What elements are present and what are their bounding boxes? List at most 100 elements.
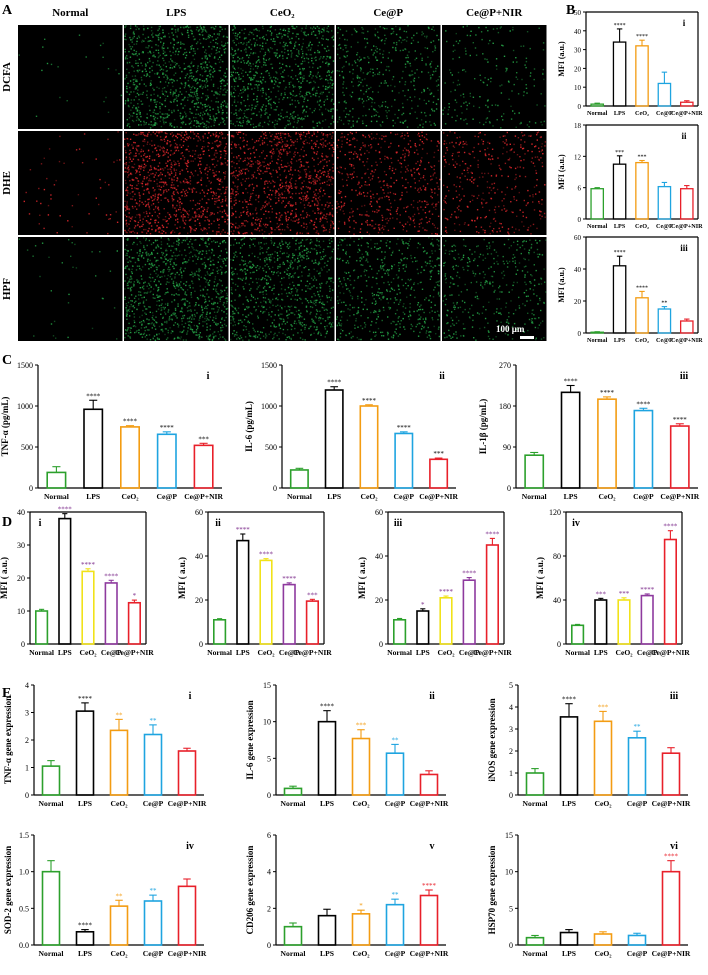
bar bbox=[127, 601, 142, 645]
significance-stars: **** bbox=[422, 882, 437, 890]
category-label: LPS bbox=[416, 648, 430, 657]
significance-stars: **** bbox=[397, 424, 412, 432]
category-label: CeO₂ bbox=[594, 799, 612, 808]
y-tick-label: 0.5 bbox=[19, 904, 29, 913]
y-tick-label: 60 bbox=[195, 508, 203, 517]
category-label: Ce@P bbox=[459, 648, 480, 657]
bar bbox=[58, 517, 72, 645]
y-tick-label: 3 bbox=[509, 725, 513, 734]
micrograph-tile bbox=[442, 237, 547, 341]
y-axis-label: MFI (a.u.) bbox=[557, 154, 566, 190]
scale-bar-label: 100 μm bbox=[496, 324, 525, 334]
bar bbox=[305, 600, 320, 645]
bar bbox=[283, 787, 303, 796]
y-tick-label: 20 bbox=[195, 596, 203, 605]
y-axis-label: SOD-2 gene expression bbox=[3, 846, 13, 934]
category-label: Ce@P+NIR bbox=[115, 648, 154, 657]
y-tick-label: 6 bbox=[267, 831, 271, 840]
y-tick-label: 20 bbox=[375, 596, 383, 605]
category-label: Normal bbox=[522, 492, 547, 501]
y-tick-label: 5 bbox=[509, 904, 513, 913]
category-label: Ce@P+NIR bbox=[671, 223, 703, 230]
category-label: Normal bbox=[44, 492, 69, 501]
y-tick-label: 10 bbox=[574, 84, 582, 92]
category-label: CeO₂ bbox=[257, 648, 275, 657]
significance-stars: **** bbox=[664, 853, 679, 861]
micrograph-tile bbox=[230, 25, 335, 129]
micrograph-tile bbox=[124, 131, 229, 235]
bar bbox=[485, 544, 500, 645]
chart-e-v: 0 2 4 6 CD206 gene expression v Normal LPS * CeO₂… bbox=[245, 831, 449, 958]
bar bbox=[612, 41, 627, 107]
chart-e-vi: 0 5 10 15 HSP70 gene expression vi Normal LPS Ce… bbox=[487, 831, 691, 958]
bar bbox=[525, 772, 545, 796]
category-label: Ce@P+NIR bbox=[419, 492, 458, 501]
y-tick-label: 0.0 bbox=[19, 941, 29, 950]
category-label: Ce@P+NIR bbox=[410, 949, 449, 958]
y-tick-label: 3 bbox=[25, 709, 29, 718]
bar bbox=[525, 936, 545, 946]
bar bbox=[236, 539, 250, 645]
category-label: Normal bbox=[39, 799, 64, 808]
category-label: CeO₂ bbox=[352, 799, 370, 808]
category-label: LPS bbox=[327, 492, 341, 501]
category-label: Ce@P+NIR bbox=[660, 492, 699, 501]
chart-c-iii: 0 90 180 270 IL-1β (pg/mL) iii Normal **** LPS **… bbox=[478, 361, 700, 501]
significance-stars: *** bbox=[598, 703, 609, 711]
chart-e-iv: 0.0 0.5 1.0 1.5 SOD-2 gene expression iv Norma… bbox=[3, 831, 207, 958]
bar bbox=[560, 391, 581, 489]
significance-stars: **** bbox=[640, 586, 655, 594]
y-tick-label: 80 bbox=[553, 552, 561, 561]
significance-stars: **** bbox=[564, 378, 579, 386]
panel-a-micrographs: Normal LPS CeO₂ Ce@P Ce@P+NIR DCFA DHE HPF 100 μ… bbox=[1, 7, 547, 341]
y-axis-label: MFI ( a.u.) bbox=[177, 557, 187, 599]
bar bbox=[143, 900, 163, 946]
y-tick-label: 0 bbox=[267, 791, 271, 800]
category-label: Ce@P bbox=[101, 648, 122, 657]
subpanel-number: iii bbox=[394, 518, 403, 529]
bar bbox=[317, 720, 337, 796]
scale-bar: 100 μm bbox=[496, 324, 534, 339]
significance-stars: ** bbox=[392, 736, 400, 744]
micrograph-tile bbox=[336, 237, 441, 341]
bar bbox=[462, 579, 476, 645]
bar bbox=[679, 101, 694, 107]
bar bbox=[283, 925, 303, 946]
significance-stars: **** bbox=[104, 572, 119, 580]
chart-d-iv: 0 40 80 120 MFI ( a.u.) iv Normal *** LPS *** CeO₂… bbox=[535, 508, 690, 657]
bar bbox=[385, 903, 405, 946]
category-label: CeO₂ bbox=[352, 949, 370, 958]
y-tick-label: 6 bbox=[578, 185, 582, 193]
category-label: Ce@P bbox=[394, 492, 415, 501]
significance-stars: *** bbox=[615, 150, 624, 156]
significance-stars: **** bbox=[320, 703, 335, 711]
significance-stars: * bbox=[359, 902, 363, 910]
significance-stars: ** bbox=[661, 301, 667, 307]
bar bbox=[597, 398, 617, 489]
bar bbox=[419, 773, 439, 796]
y-tick-label: 270 bbox=[499, 361, 511, 370]
category-label: Ce@P bbox=[627, 799, 648, 808]
bar bbox=[104, 582, 118, 645]
chart-d-i: 0 10 20 30 40 MFI ( a.u.) i Normal **** LPS **** Ce… bbox=[0, 506, 154, 657]
significance-stars: **** bbox=[123, 418, 138, 426]
category-label: Normal bbox=[207, 648, 232, 657]
significance-stars: **** bbox=[663, 523, 678, 531]
significance-stars: * bbox=[421, 601, 425, 609]
y-tick-label: 2 bbox=[509, 747, 513, 756]
y-tick-label: 12 bbox=[574, 153, 582, 161]
y-tick-label: 40 bbox=[17, 508, 25, 517]
y-tick-label: 20 bbox=[17, 574, 25, 583]
y-tick-label: 60 bbox=[375, 508, 383, 517]
significance-stars: **** bbox=[614, 23, 626, 29]
y-tick-label: 1.5 bbox=[19, 831, 29, 840]
y-axis-label: CD206 gene expression bbox=[245, 846, 255, 935]
bar bbox=[419, 894, 439, 946]
bar bbox=[627, 736, 647, 796]
category-label: Ce@P+NIR bbox=[671, 110, 703, 117]
category-label: Ce@P+NIR bbox=[652, 949, 691, 958]
significance-stars: **** bbox=[327, 379, 342, 387]
significance-stars: ** bbox=[116, 711, 124, 719]
bar bbox=[392, 618, 407, 645]
bar bbox=[657, 82, 672, 107]
